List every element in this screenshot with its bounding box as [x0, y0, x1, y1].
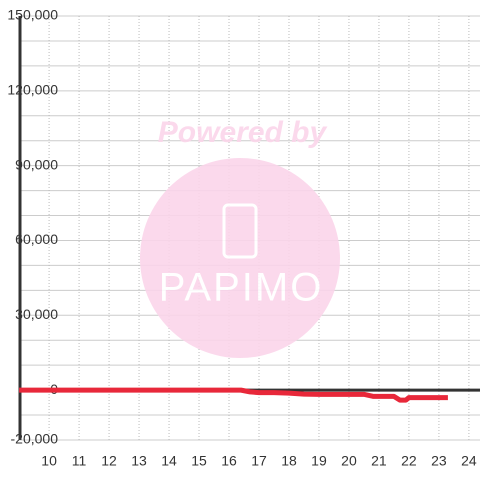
y-tick-label: 150,000 — [7, 7, 58, 23]
x-tick-label: 23 — [431, 453, 447, 469]
x-tick-label: 20 — [341, 453, 357, 469]
x-tick-label: 19 — [311, 453, 327, 469]
watermark-brand: PAPIMO — [159, 266, 324, 310]
x-tick-label: 18 — [281, 453, 297, 469]
watermark-icon — [222, 203, 258, 259]
y-tick-label: 30,000 — [15, 306, 58, 322]
x-tick-label: 10 — [41, 453, 57, 469]
x-tick-label: 13 — [131, 453, 147, 469]
data-line — [19, 387, 448, 403]
y-tick-label: 60,000 — [15, 231, 58, 247]
watermark: Powered by PAPIMO — [140, 116, 340, 358]
x-tick-label: 11 — [72, 453, 87, 469]
x-tick-label: 24 — [461, 453, 477, 469]
x-tick-label: 12 — [101, 453, 117, 469]
y-tick-label: 90,000 — [15, 156, 58, 172]
x-tick-label: 16 — [221, 453, 237, 469]
x-tick-label: 21 — [371, 453, 387, 469]
x-tick-label: 15 — [191, 453, 207, 469]
x-tick-label: 22 — [401, 453, 417, 469]
x-tick-label: 17 — [251, 453, 267, 469]
y-tick-label: -20,000 — [11, 431, 59, 447]
watermark-title: Powered by — [158, 116, 328, 149]
x-tick-label: 14 — [161, 453, 177, 469]
y-tick-label: 120,000 — [7, 82, 58, 98]
